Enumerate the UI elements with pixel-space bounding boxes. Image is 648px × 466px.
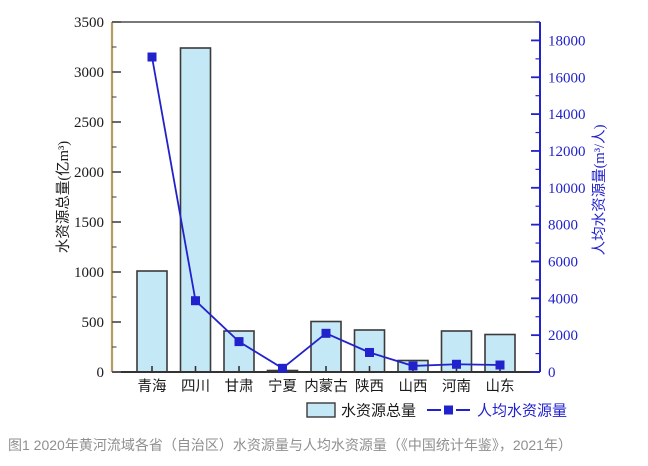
left-tick-label: 3500 <box>74 15 104 31</box>
left-tick-label: 1000 <box>74 265 104 281</box>
x-category-label: 山西 <box>399 378 428 395</box>
x-category-label: 河南 <box>442 378 471 395</box>
right-tick-label: 10000 <box>548 181 586 197</box>
left-tick-label: 1500 <box>74 215 104 231</box>
x-category-label: 内蒙古 <box>304 378 348 395</box>
legend-line-marker <box>444 405 453 415</box>
legend-bar-swatch <box>306 402 336 418</box>
line-marker-3 <box>234 337 244 347</box>
bar-2 <box>179 47 212 373</box>
line-marker-6 <box>365 347 374 357</box>
right-tick-label: 8000 <box>548 218 578 234</box>
line-marker-5 <box>321 328 331 338</box>
right-tick-label: 6000 <box>548 254 578 270</box>
left-tick-label: 3000 <box>74 65 104 81</box>
bar-1 <box>136 270 168 373</box>
right-tick-label: 18000 <box>548 33 586 49</box>
chart-canvas: 0 500 1000 1500 2000 2500 3000 3500 0 2000 4000 600… <box>55 15 608 420</box>
line-marker-7 <box>408 361 418 371</box>
left-tick-label: 2000 <box>74 165 104 181</box>
line-marker-1 <box>147 52 157 62</box>
right-tick-label: 12000 <box>548 144 586 160</box>
right-tick-label: 4000 <box>548 291 578 307</box>
x-category-label: 宁夏 <box>268 378 297 395</box>
line-marker-9 <box>495 360 505 370</box>
right-tick-label: 16000 <box>548 70 586 86</box>
x-category-label: 陕西 <box>355 378 384 395</box>
left-axis-title: 水资源总量(亿m³) <box>55 141 72 253</box>
line-marker-8 <box>452 359 461 369</box>
figure: 0 500 1000 1500 2000 2500 3000 3500 0 2000 4000 600… <box>55 15 608 420</box>
figure-caption: 图1 2020年黄河流域各省（自治区）水资源量与人均水资源量（《中国统计年鉴》，… <box>8 437 572 453</box>
right-tick-label: 0 <box>548 365 556 381</box>
right-tick-label: 14000 <box>548 107 586 123</box>
x-category-label: 青海 <box>138 378 167 395</box>
left-tick-label: 2500 <box>74 115 104 131</box>
legend-bar-label: 水资源总量 <box>341 403 416 420</box>
x-category-label: 四川 <box>181 379 210 395</box>
left-tick-label: 0 <box>97 365 105 381</box>
x-category-label: 甘肃 <box>225 378 254 395</box>
legend-line-label: 人均水资源量 <box>477 403 567 420</box>
right-tick-label: 2000 <box>548 328 578 344</box>
right-axis-title: 人均水资源量(m³/人) <box>591 124 608 255</box>
line-marker-4 <box>278 363 287 373</box>
left-tick-label: 500 <box>82 315 105 331</box>
x-category-label: 山东 <box>486 378 515 395</box>
line-marker-2 <box>191 296 200 306</box>
